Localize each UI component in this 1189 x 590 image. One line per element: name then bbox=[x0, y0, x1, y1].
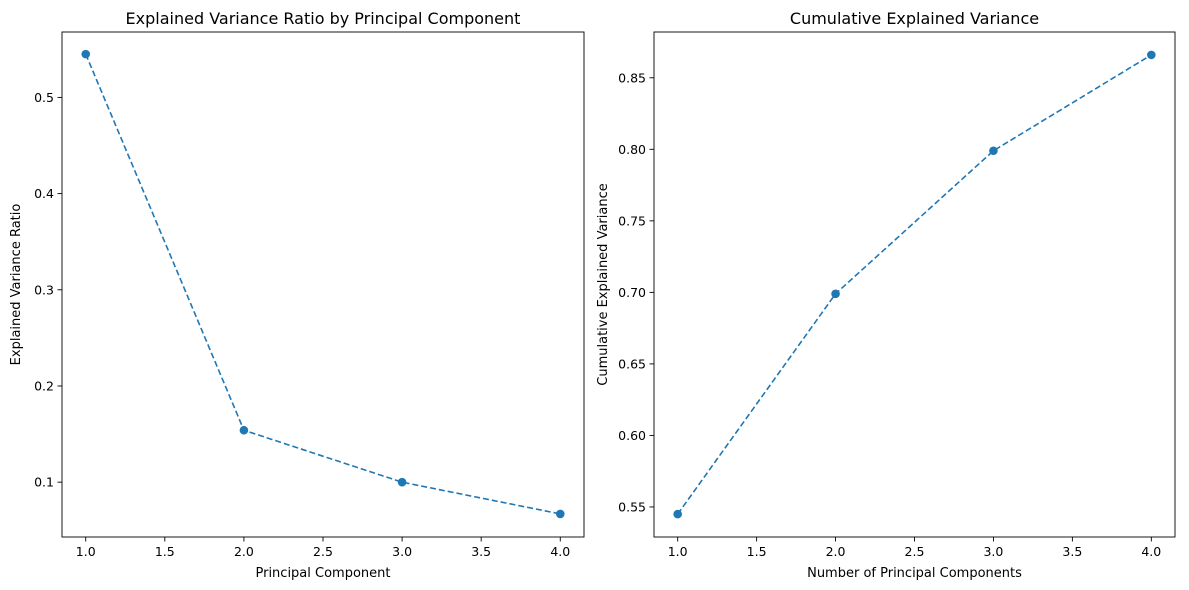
y-tick-label: 0.60 bbox=[618, 428, 646, 443]
data-point bbox=[831, 289, 840, 299]
y-tick-label: 0.65 bbox=[618, 356, 646, 371]
x-tick-label: 2.0 bbox=[234, 544, 254, 559]
y-tick-label: 0.85 bbox=[618, 70, 646, 85]
x-tick-label: 1.0 bbox=[76, 544, 96, 559]
x-tick-label: 2.5 bbox=[313, 544, 333, 559]
data-point bbox=[989, 146, 998, 156]
y-tick-label: 0.70 bbox=[618, 285, 646, 300]
data-point bbox=[1147, 50, 1156, 60]
data-point bbox=[397, 477, 407, 487]
series-line bbox=[677, 54, 1152, 515]
chart-cumulative-explained-variance: Cumulative Explained Variance Number of … bbox=[596, 9, 1176, 581]
y-tick-label: 0.5 bbox=[34, 90, 54, 105]
y-tick-label: 0.4 bbox=[34, 186, 54, 201]
y-tick-label: 0.2 bbox=[34, 378, 54, 393]
series-layer bbox=[673, 50, 1156, 519]
data-point bbox=[673, 509, 682, 519]
y-tick-label: 0.3 bbox=[34, 282, 54, 297]
x-tick-label: 2.0 bbox=[826, 544, 846, 559]
y-ticks: 0.1 0.2 0.3 0.4 0.5 bbox=[34, 90, 62, 490]
data-point bbox=[81, 49, 91, 59]
chart-title: Explained Variance Ratio by Principal Co… bbox=[126, 9, 521, 28]
y-tick-label: 0.1 bbox=[34, 475, 54, 490]
x-axis-label: Number of Principal Components bbox=[807, 566, 1022, 581]
y-ticks: 0.55 0.60 0.65 0.70 0.75 0.80 0.85 bbox=[618, 70, 654, 514]
y-axis-label: Explained Variance Ratio bbox=[9, 204, 24, 366]
x-tick-label: 4.0 bbox=[550, 544, 570, 559]
x-tick-label: 2.5 bbox=[905, 544, 925, 559]
axes-frame bbox=[61, 31, 585, 538]
chart-title: Cumulative Explained Variance bbox=[790, 9, 1039, 28]
y-tick-label: 0.80 bbox=[618, 142, 646, 157]
x-tick-label: 3.0 bbox=[983, 544, 1003, 559]
x-tick-label: 3.5 bbox=[471, 544, 491, 559]
x-tick-label: 1.5 bbox=[155, 544, 175, 559]
data-point bbox=[239, 425, 249, 435]
axes-frame bbox=[653, 31, 1176, 538]
x-tick-label: 3.5 bbox=[1062, 544, 1082, 559]
x-tick-label: 1.5 bbox=[747, 544, 767, 559]
x-tick-label: 3.0 bbox=[392, 544, 412, 559]
y-tick-label: 0.55 bbox=[618, 499, 646, 514]
series-layer bbox=[81, 49, 565, 519]
data-point bbox=[555, 509, 565, 519]
y-tick-label: 0.75 bbox=[618, 213, 646, 228]
x-tick-label: 1.0 bbox=[668, 544, 688, 559]
series-line bbox=[84, 53, 561, 515]
x-axis-label: Principal Component bbox=[255, 566, 390, 581]
x-tick-label: 4.0 bbox=[1141, 544, 1161, 559]
x-ticks: 1.0 1.5 2.0 2.5 3.0 3.5 4.0 bbox=[76, 537, 570, 559]
y-axis-label: Cumulative Explained Variance bbox=[596, 183, 611, 385]
chart-explained-variance-ratio: Explained Variance Ratio by Principal Co… bbox=[9, 9, 585, 581]
x-ticks: 1.0 1.5 2.0 2.5 3.0 3.5 4.0 bbox=[668, 537, 1161, 559]
